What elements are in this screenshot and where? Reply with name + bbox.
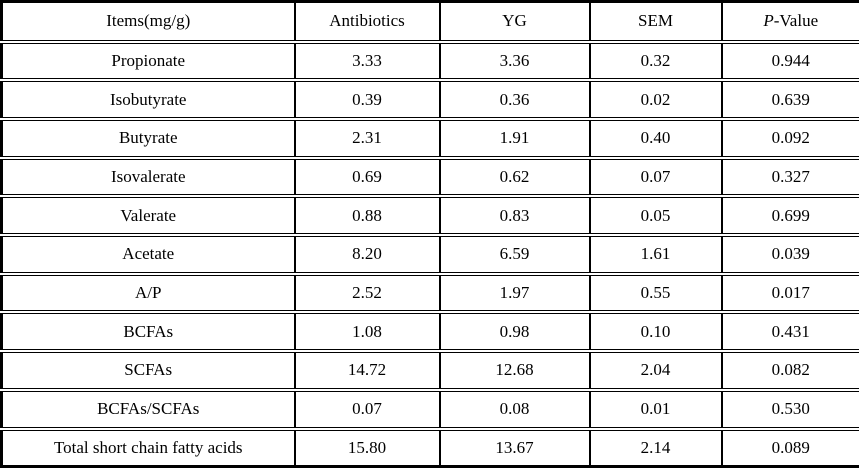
cell-sem: 0.40 <box>588 116 722 158</box>
cell-yg: 0.83 <box>438 194 590 236</box>
cell-item: SCFAs <box>1 349 295 390</box>
cell-sem: 0.10 <box>588 310 722 352</box>
cell-yg: 13.67 <box>438 426 590 467</box>
column-header-p-value: P-Value <box>720 1 859 42</box>
cell-item: BCFAs <box>1 310 295 352</box>
cell-sem: 0.05 <box>588 194 722 236</box>
cell-item: Isovalerate <box>1 155 295 197</box>
cell-item: Butyrate <box>1 116 295 158</box>
cell-yg: 3.36 <box>438 39 590 81</box>
p-value-italic-p: P <box>763 11 774 31</box>
cell-yg: 12.68 <box>438 349 590 390</box>
table-row-acetate: Acetate 8.20 6.59 1.61 0.039 <box>1 233 859 274</box>
cell-item: Isobutyrate <box>1 78 295 119</box>
cell-item: Valerate <box>1 194 295 236</box>
cell-item: Propionate <box>1 39 295 81</box>
cell-p-value: 0.327 <box>720 155 859 197</box>
cell-p-value: 0.699 <box>720 194 859 236</box>
cell-antibiotics: 1.08 <box>293 310 440 352</box>
cell-yg: 6.59 <box>438 233 590 274</box>
cell-antibiotics: 2.52 <box>293 271 440 313</box>
cell-item: Acetate <box>1 233 295 274</box>
cell-item: Total short chain fatty acids <box>1 426 295 467</box>
cell-antibiotics: 0.39 <box>293 78 440 119</box>
table-row-total-scfa: Total short chain fatty acids 15.80 13.6… <box>1 426 859 467</box>
cell-antibiotics: 8.20 <box>293 233 440 274</box>
table-row-ap-ratio: A/P 2.52 1.97 0.55 0.017 <box>1 271 859 313</box>
column-header-sem: SEM <box>588 1 722 42</box>
cell-p-value: 0.639 <box>720 78 859 119</box>
table-row-isobutyrate: Isobutyrate 0.39 0.36 0.02 0.639 <box>1 78 859 119</box>
cell-p-value: 0.089 <box>720 426 859 467</box>
cell-yg: 1.97 <box>438 271 590 313</box>
table-row-bcfas: BCFAs 1.08 0.98 0.10 0.431 <box>1 310 859 352</box>
table-row-scfas: SCFAs 14.72 12.68 2.04 0.082 <box>1 349 859 390</box>
cell-sem: 0.01 <box>588 387 722 429</box>
cell-yg: 0.62 <box>438 155 590 197</box>
cell-sem: 0.02 <box>588 78 722 119</box>
cell-yg: 1.91 <box>438 116 590 158</box>
header-row: Items(mg/g) Antibiotics YG SEM P-Value <box>2 1 859 42</box>
cell-yg: 0.36 <box>438 78 590 119</box>
cell-p-value: 0.530 <box>720 387 859 429</box>
cell-p-value: 0.092 <box>720 116 859 158</box>
p-value-suffix: -Value <box>773 11 819 31</box>
cell-sem: 1.61 <box>588 233 722 274</box>
table-row-propionate: Propionate 3.33 3.36 0.32 0.944 <box>1 39 859 81</box>
column-header-antibiotics: Antibiotics <box>293 1 440 42</box>
table-row-butyrate: Butyrate 2.31 1.91 0.40 0.092 <box>1 116 859 158</box>
cell-antibiotics: 3.33 <box>293 39 440 81</box>
cell-antibiotics: 0.07 <box>293 387 440 429</box>
cell-sem: 0.32 <box>588 39 722 81</box>
cell-p-value: 0.944 <box>720 39 859 81</box>
cell-item: A/P <box>1 271 295 313</box>
cell-p-value: 0.082 <box>720 349 859 390</box>
cell-antibiotics: 2.31 <box>293 116 440 158</box>
table-row-isovalerate: Isovalerate 0.69 0.62 0.07 0.327 <box>1 155 859 197</box>
table-row-valerate: Valerate 0.88 0.83 0.05 0.699 <box>1 194 859 236</box>
cell-antibiotics: 0.88 <box>293 194 440 236</box>
cell-sem: 2.14 <box>588 426 722 467</box>
cell-antibiotics: 15.80 <box>293 426 440 467</box>
cell-p-value: 0.017 <box>720 271 859 313</box>
cell-sem: 0.55 <box>588 271 722 313</box>
cell-sem: 0.07 <box>588 155 722 197</box>
cell-yg: 0.98 <box>438 310 590 352</box>
cell-p-value: 0.431 <box>720 310 859 352</box>
column-header-yg: YG <box>438 1 590 42</box>
table-row-bcfas-scfas-ratio: BCFAs/SCFAs 0.07 0.08 0.01 0.530 <box>1 387 859 429</box>
cell-sem: 2.04 <box>588 349 722 390</box>
cell-yg: 0.08 <box>438 387 590 429</box>
cell-antibiotics: 14.72 <box>293 349 440 390</box>
cell-p-value: 0.039 <box>720 233 859 274</box>
cell-antibiotics: 0.69 <box>293 155 440 197</box>
column-header-items: Items(mg/g) <box>106 11 191 31</box>
cell-item: BCFAs/SCFAs <box>1 387 295 429</box>
